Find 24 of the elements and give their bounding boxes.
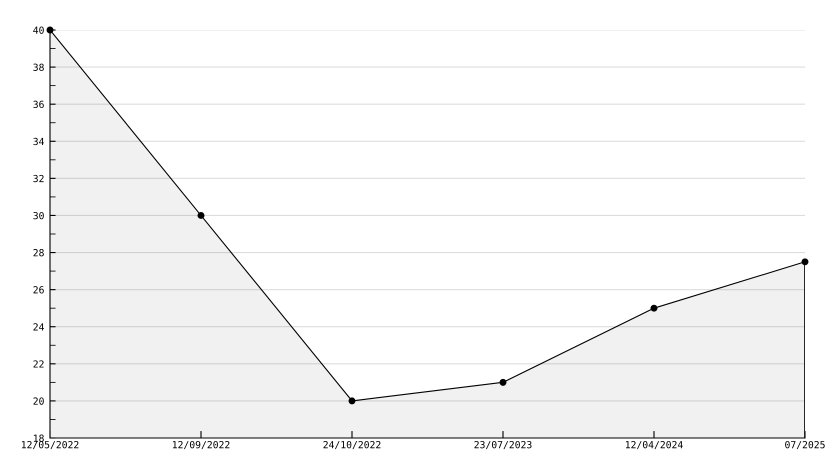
y-tick-label: 30 (33, 212, 44, 220)
point (802, 258, 808, 266)
point (46, 26, 54, 34)
y-tick-label: 18 (34, 434, 44, 442)
x-tick-label: 07/2025 (785, 441, 825, 450)
y-tick-label: 32 (33, 174, 44, 182)
y-tick-label: 38 (33, 64, 44, 71)
y-tick-label: 28 (33, 249, 44, 256)
y-tick-label: 22 (33, 360, 44, 368)
y-tick-label: 26 (33, 286, 44, 294)
point (500, 378, 506, 386)
x-tick-label: 12/05/2022 (22, 441, 78, 450)
x-tick-label: 24/10/2022 (323, 441, 380, 450)
y-tick-label: 24 (33, 323, 44, 330)
point (650, 304, 658, 312)
point (348, 397, 356, 404)
y-tick-label: 34 (33, 138, 44, 146)
y-tick-label: 36 (33, 100, 44, 108)
x-tick-label: 23/07/2023 (474, 441, 532, 450)
y-tick-label: 40 (33, 26, 44, 34)
x-tick-label: 12/09/2022 (172, 441, 230, 450)
x-tick-label: 12/04/2024 (626, 441, 683, 450)
point (198, 212, 204, 219)
y-tick-label: 20 (33, 397, 44, 405)
